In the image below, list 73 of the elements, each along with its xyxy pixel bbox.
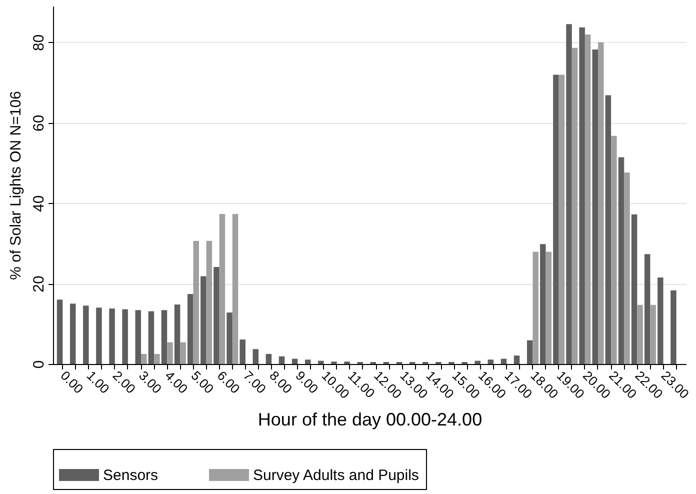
x-tick-label: 1.00 — [84, 368, 112, 396]
bar — [214, 267, 220, 364]
bar — [500, 358, 507, 364]
bar — [148, 311, 154, 364]
bar — [637, 304, 643, 364]
bar — [278, 356, 285, 364]
bar — [474, 360, 480, 364]
bar — [96, 308, 102, 364]
x-tick-label: 5.00 — [188, 368, 217, 396]
x-axis-title: Hour of the day 00.00-24.00 — [258, 409, 482, 430]
bar — [584, 34, 591, 364]
bar — [572, 48, 578, 364]
bar — [579, 27, 585, 364]
bar — [109, 308, 115, 364]
bar — [252, 349, 259, 364]
bar — [200, 276, 206, 364]
y-axis-title: % of Solar Lights ON N=106 — [8, 91, 24, 280]
bar — [232, 214, 238, 364]
bar — [670, 290, 676, 364]
y-tick-label: 60 — [30, 114, 48, 132]
bar — [566, 24, 572, 364]
bar — [154, 354, 160, 364]
bar — [161, 310, 168, 364]
bar — [605, 95, 612, 364]
bar — [141, 354, 147, 364]
bar — [70, 304, 76, 364]
y-tick-label: 40 — [30, 195, 48, 212]
bar — [193, 240, 199, 364]
x-tick-label: 8.00 — [266, 368, 296, 396]
bar — [135, 310, 142, 364]
bar — [167, 342, 173, 364]
legend-label: Sensors — [103, 467, 158, 484]
bar — [553, 74, 559, 364]
bar — [56, 300, 63, 364]
bar — [546, 252, 552, 364]
y-tick-label: 0 — [30, 360, 48, 369]
x-tick-label: 4.00 — [162, 368, 191, 396]
bar — [122, 309, 128, 364]
bar — [240, 339, 246, 364]
x-tick-label: 9.00 — [292, 368, 322, 396]
x-tick-label: 0.00 — [58, 368, 86, 396]
bar — [266, 354, 272, 364]
bar — [305, 360, 311, 364]
bar — [206, 240, 212, 364]
bar — [318, 360, 324, 364]
bar — [532, 252, 538, 364]
bar — [526, 340, 533, 364]
bar — [624, 172, 630, 364]
bar — [187, 294, 194, 364]
bar — [558, 74, 565, 364]
bar — [658, 278, 664, 364]
legend-label: Survey Adults and Pupils — [253, 467, 419, 484]
bar — [180, 342, 186, 364]
x-tick-label: 3.00 — [136, 368, 165, 396]
bar — [514, 356, 520, 364]
bar — [592, 49, 598, 364]
bar — [650, 304, 656, 364]
y-tick-label: 20 — [30, 276, 48, 292]
x-tick-label: 6.00 — [214, 368, 243, 396]
bar — [618, 157, 624, 364]
bar — [226, 312, 232, 364]
bar — [292, 358, 298, 364]
x-tick-label: 2.00 — [110, 368, 138, 396]
bar — [631, 214, 638, 364]
bar — [219, 214, 226, 364]
bar — [540, 244, 546, 364]
bar — [83, 306, 89, 364]
bar — [644, 254, 650, 364]
bar — [174, 304, 180, 364]
y-tick-label: 80 — [30, 34, 48, 52]
bar — [488, 360, 494, 364]
bar — [611, 136, 617, 364]
bar — [598, 42, 604, 364]
